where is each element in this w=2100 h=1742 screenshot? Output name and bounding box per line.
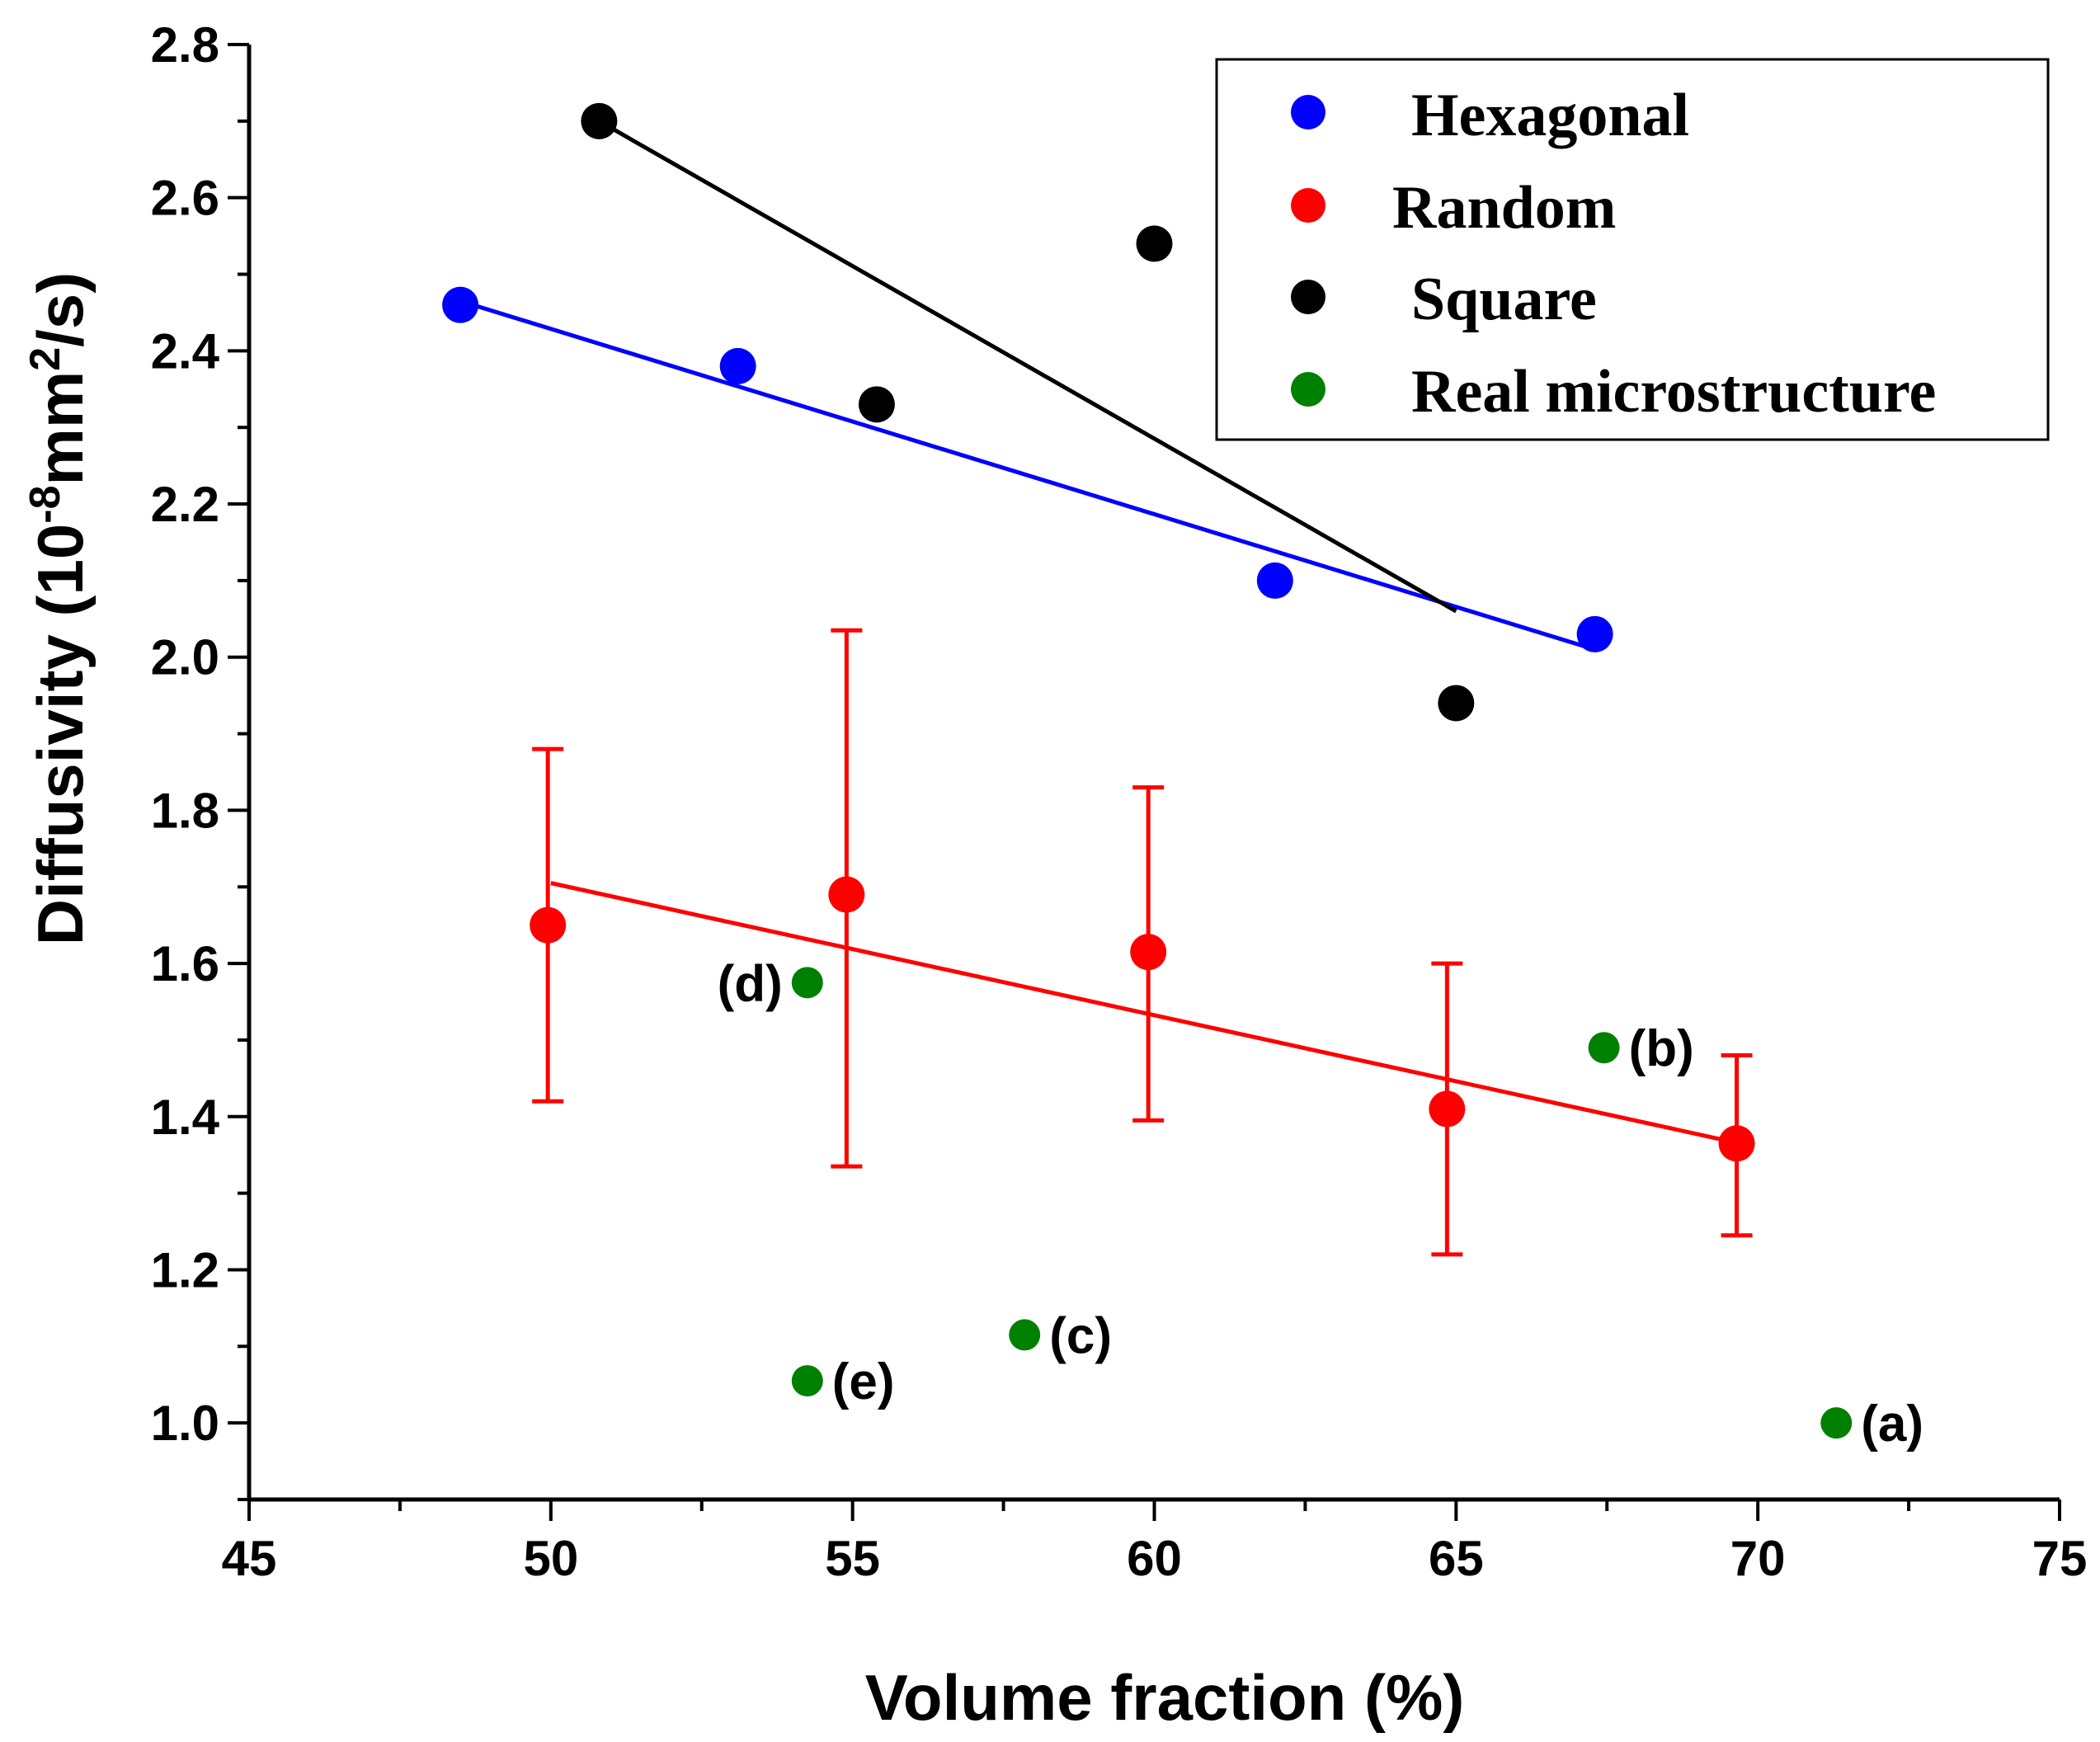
fit-lines bbox=[459, 119, 1740, 1146]
fit-line-random bbox=[550, 881, 1740, 1146]
x-tick-label: 55 bbox=[825, 1531, 880, 1586]
y-axis-title-mid: mm bbox=[24, 371, 97, 486]
x-tick-label: 45 bbox=[222, 1531, 277, 1586]
point-label: (a) bbox=[1861, 1396, 1923, 1452]
point-label: (d) bbox=[718, 955, 783, 1012]
y-axis-title-pre: Diffusivity (10 bbox=[24, 524, 97, 945]
data-point-real-microstructure bbox=[1009, 1319, 1041, 1351]
legend-label-hexagonal: Hexagonal bbox=[1411, 82, 1689, 149]
data-point-hexagonal bbox=[442, 286, 479, 323]
data-point-square bbox=[858, 386, 895, 423]
y-tick-label: 1.2 bbox=[151, 1242, 219, 1297]
y-tick-label: 1.8 bbox=[151, 783, 219, 838]
data-point-random bbox=[1429, 1090, 1466, 1128]
legend-label-random: Random bbox=[1392, 174, 1616, 242]
point-label: (e) bbox=[832, 1354, 895, 1410]
y-tick-label: 2.8 bbox=[151, 17, 219, 73]
x-tick-label: 60 bbox=[1127, 1531, 1182, 1586]
x-axis-title: Volume fraction (%) bbox=[865, 1661, 1465, 1734]
y-tick-label: 1.4 bbox=[151, 1090, 220, 1145]
data-point-random bbox=[530, 906, 567, 944]
y-tick-label: 2.2 bbox=[151, 477, 219, 532]
data-point-random bbox=[1130, 934, 1167, 971]
y-axis-title-sup2: 2 bbox=[21, 347, 69, 371]
point-label: (b) bbox=[1629, 1020, 1694, 1077]
y-axis-title-post: /s) bbox=[24, 272, 97, 347]
data-point-real-microstructure bbox=[1588, 1032, 1620, 1064]
y-tick-label: 1.6 bbox=[151, 936, 219, 991]
y-tick-label: 2.4 bbox=[151, 323, 220, 379]
legend-marker-square bbox=[1291, 280, 1325, 314]
y-axis-title-sup1: -8 bbox=[21, 485, 69, 523]
x-tick-label: 75 bbox=[2032, 1531, 2088, 1586]
x-tick-label: 50 bbox=[523, 1531, 578, 1586]
legend-marker-real-microstructure bbox=[1291, 372, 1325, 407]
data-point-hexagonal bbox=[1256, 562, 1293, 599]
y-tick-label: 1.0 bbox=[151, 1396, 219, 1451]
legend-label-real-microstructure: Real microstructure bbox=[1411, 358, 1936, 426]
legend-marker-hexagonal bbox=[1291, 95, 1325, 129]
data-point-square bbox=[581, 102, 618, 139]
y-axis-title: Diffusivity (10-8mm2/s) bbox=[21, 272, 97, 945]
data-point-real-microstructure bbox=[791, 1365, 823, 1397]
data-point-real-microstructure bbox=[1820, 1407, 1853, 1439]
legend-marker-random bbox=[1291, 188, 1325, 223]
point-annotations: (a) (b) (c) (d) (e) bbox=[718, 955, 1923, 1452]
data-point-random bbox=[828, 876, 865, 913]
data-point-random bbox=[1718, 1125, 1755, 1162]
legend: Hexagonal Random Square Real microstruct… bbox=[1215, 58, 2050, 441]
point-label: (c) bbox=[1049, 1307, 1112, 1364]
data-point-hexagonal bbox=[1576, 615, 1613, 652]
legend-box bbox=[1215, 58, 2050, 441]
fit-line-hexagonal bbox=[459, 299, 1596, 652]
x-tick-label: 65 bbox=[1429, 1531, 1484, 1586]
data-point-square bbox=[1136, 225, 1173, 262]
fit-line-square bbox=[598, 119, 1457, 614]
legend-label-square: Square bbox=[1411, 266, 1597, 333]
x-axis: 45 50 55 60 65 70 75 bbox=[222, 1500, 2088, 1586]
data-points bbox=[442, 102, 1853, 1439]
y-tick-label: 2.6 bbox=[151, 171, 219, 226]
data-point-real-microstructure bbox=[791, 967, 823, 999]
data-point-hexagonal bbox=[719, 347, 756, 384]
data-point-square bbox=[1438, 685, 1475, 722]
y-axis: 1.0 1.2 1.4 1.6 1.8 2.0 2.2 2.4 2.6 2.8 bbox=[151, 17, 249, 1501]
x-tick-label: 70 bbox=[1730, 1531, 1786, 1586]
y-tick-label: 2.0 bbox=[151, 630, 219, 685]
